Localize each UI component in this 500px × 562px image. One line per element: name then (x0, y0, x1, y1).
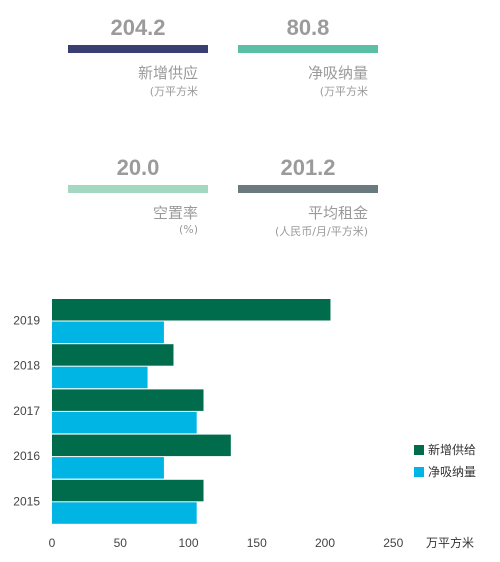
kpi-net-absorption-unit: (万平方米 (319, 85, 368, 98)
x-tick-label: 150 (247, 536, 267, 550)
y-tick-label: 2019 (13, 314, 40, 328)
kpi-new-supply-value: 204.2 (110, 15, 166, 40)
kpi-net-absorption-bar (238, 45, 378, 53)
kpi-vacancy-rate-unit: (%) (178, 223, 198, 236)
bar-2016-net-absorption (52, 457, 164, 479)
bar-2017-net-absorption (52, 411, 197, 434)
bar-2015-new-supply (52, 479, 204, 502)
kpi-new-supply-label: 新增供应 (137, 64, 198, 82)
kpi-vacancy-rate-label: 空置率 (152, 204, 198, 222)
kpi-average-rent-unit: (人民币/月/平方米) (275, 225, 368, 238)
y-tick-label: 2015 (13, 494, 40, 508)
y-tick-label: 2017 (13, 404, 40, 418)
kpi-vacancy-rate-value: 20.0 (116, 155, 160, 180)
bar-2016-new-supply (52, 434, 231, 457)
x-tick-label: 0 (49, 536, 56, 550)
legend-swatch-net-absorption (414, 467, 424, 477)
x-tick-label: 250 (383, 536, 403, 550)
bar-2018-new-supply (52, 344, 174, 366)
y-tick-label: 2018 (13, 359, 40, 373)
bar-2019-new-supply (52, 299, 331, 321)
x-tick-label: 100 (178, 536, 198, 550)
kpi-new-supply-bar (68, 45, 208, 53)
legend-label-net-absorption: 净吸纳量 (428, 465, 476, 479)
kpi-average-rent-value: 201.2 (280, 155, 336, 180)
kpi-average-rent-bar (238, 185, 378, 193)
kpi-new-supply-unit: (万平方米 (149, 85, 198, 98)
legend-swatch-new-supply (414, 445, 424, 455)
bar-2018-net-absorption (52, 366, 148, 389)
x-axis-label: 万平方米 (426, 535, 474, 550)
bar-2015-net-absorption (52, 502, 197, 524)
kpi-vacancy-rate-bar (68, 185, 208, 193)
bar-2019-net-absorption (52, 321, 164, 343)
x-tick-label: 200 (315, 536, 335, 550)
kpi-average-rent-label: 平均租金 (307, 204, 368, 222)
bar-2017-new-supply (52, 389, 204, 411)
kpi-net-absorption-value: 80.8 (286, 15, 330, 40)
kpi-net-absorption-label: 净吸纳量 (307, 64, 368, 82)
y-tick-label: 2016 (13, 449, 40, 463)
x-tick-label: 50 (114, 536, 128, 550)
legend-label-new-supply: 新增供给 (428, 442, 476, 457)
